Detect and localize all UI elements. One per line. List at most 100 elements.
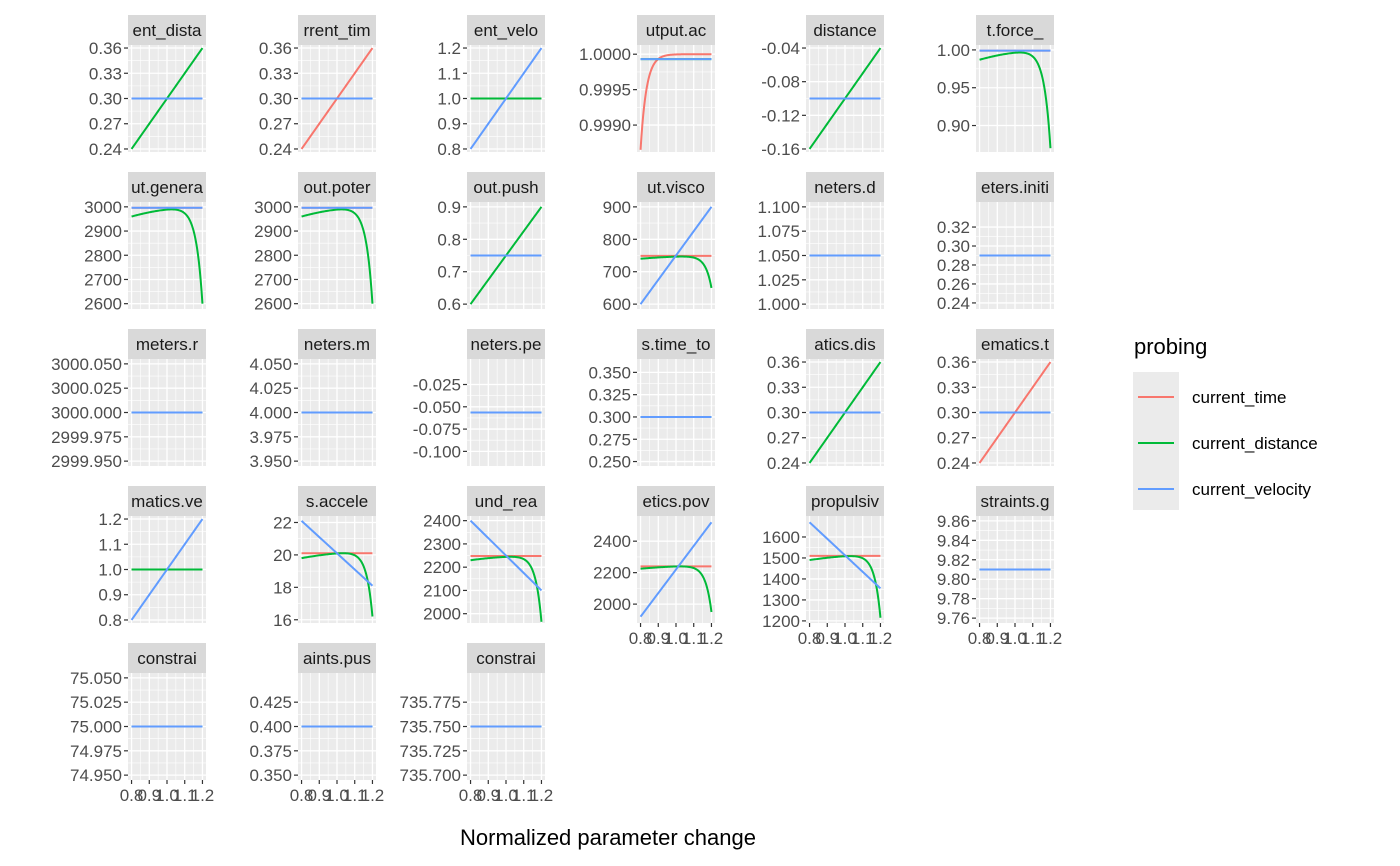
facet-panel: neters.d 1.000 1.025 1.050 1.075 1.100 [757, 172, 884, 314]
facet-panel: constrai 74.950 74.975 75.000 75.025 75.050 0.… [70, 643, 214, 805]
y-tick-label: 0.28 [937, 256, 970, 275]
y-tick-label: 0.7 [437, 263, 461, 282]
facet-strip-label: neters.d [814, 178, 875, 197]
facet-strip [467, 15, 545, 45]
facet-panel: eters.initi 0.240.260.280.300.32 [937, 172, 1054, 313]
x-tick-label: 0.9 [646, 629, 670, 648]
y-tick-label: 0.36 [259, 39, 292, 58]
y-tick-label: 0.26 [937, 275, 970, 294]
facet-panel: etics.pov 2000 2200 2400 0.80.91.01.11.2 [593, 486, 723, 648]
facet-panel: s.accele 16 18 20 22 [273, 486, 376, 630]
y-tick-label: 1.2 [98, 510, 122, 529]
x-tick-label: 1.1 [1021, 629, 1045, 648]
facet-panel: s.time_to 0.250 0.275 0.300 0.325 0.350 [588, 329, 715, 472]
series-line-current-velocity [300, 520, 374, 587]
y-tick-label: 0.30 [259, 90, 292, 109]
facet-strip [467, 172, 545, 202]
y-tick-label: 1.00 [937, 41, 970, 60]
x-tick-label: 0.9 [307, 786, 331, 805]
x-tick-label: 0.9 [476, 786, 500, 805]
facet-strip-label: rrent_tim [303, 21, 370, 40]
x-tick-label: 1.0 [325, 786, 349, 805]
y-tick-label: 0.33 [937, 378, 970, 397]
y-tick-label: 0.425 [249, 693, 292, 712]
facet-strip [976, 15, 1054, 45]
facet-panel: propulsiv120013001400150016000.80.91.01.… [762, 486, 892, 648]
facet-panel: rrent_tim 0.24 0.27 0.30 0.33 0.36 [259, 15, 376, 159]
x-tick-label: 1.0 [664, 629, 688, 648]
legend-label: current_distance [1192, 434, 1318, 453]
facet-strip-label: constrai [137, 649, 197, 668]
y-tick-label: 0.9 [437, 115, 461, 134]
legend-label: current_velocity [1192, 480, 1312, 499]
series-line-current-velocity [130, 518, 204, 621]
y-tick-label: 0.33 [89, 64, 122, 83]
y-tick-label: 3000 [254, 198, 292, 217]
facet-panel: ematics.t 0.24 0.27 0.30 0.33 0.36 [937, 329, 1054, 473]
facet-strip [467, 486, 545, 516]
facet-panel: ent_velo 0.8 0.9 1.0 1.1 1.2 [437, 15, 545, 159]
facet-strip-label: atics.dis [814, 335, 875, 354]
y-tick-label: 2100 [423, 581, 461, 600]
y-tick-label: 1.000 [757, 295, 800, 314]
facet-panel: out.push 0.6 0.7 0.8 0.9 [437, 172, 545, 314]
facet-strip [128, 486, 206, 516]
x-tick-label: 1.0 [833, 629, 857, 648]
y-tick-label: 0.90 [937, 117, 970, 136]
y-tick-label: 0.30 [937, 404, 970, 423]
y-tick-label: 0.27 [937, 429, 970, 448]
facet-strip [298, 643, 376, 673]
facet-strip [467, 329, 545, 359]
y-tick-label: 2900 [84, 222, 122, 241]
facet-panel: ent_dista 0.24 0.27 0.30 0.33 0.36 [89, 15, 206, 159]
y-tick-label: 4.050 [249, 355, 292, 374]
series-line-current-velocity [469, 519, 543, 592]
x-tick-label: 1.2 [361, 786, 385, 805]
y-tick-label: 2200 [593, 564, 631, 583]
y-tick-label: 0.6 [437, 295, 461, 314]
facet-strip [806, 486, 884, 516]
facet-strip-label: propulsiv [811, 492, 880, 511]
facet-strip-label: aints.pus [303, 649, 371, 668]
y-tick-label: 0.24 [89, 140, 122, 159]
facet-strip [298, 486, 376, 516]
facet-panel: neters.m 3.950 3.975 4.000 4.025 4.050 [249, 329, 376, 471]
y-tick-label: 1.050 [757, 247, 800, 266]
y-tick-label: 2999.975 [51, 428, 122, 447]
facet-strip [806, 15, 884, 45]
y-tick-label: 0.250 [588, 453, 631, 472]
y-tick-label: 9.78 [937, 590, 970, 609]
y-tick-label: 0.9 [98, 586, 122, 605]
facet-strip [128, 643, 206, 673]
y-tick-label: 16 [273, 611, 292, 630]
x-tick-label: 0.8 [459, 786, 483, 805]
y-tick-label: 0.36 [767, 353, 800, 372]
y-tick-label: 1.0 [98, 561, 122, 580]
y-tick-label: -0.08 [761, 73, 800, 92]
facet-strip [637, 172, 715, 202]
facet-panel: und_rea 2000 2100 2200 2300 2400 [423, 486, 545, 624]
y-tick-label: 75.050 [70, 669, 122, 688]
y-tick-label: 0.33 [259, 64, 292, 83]
y-tick-label: 2400 [423, 512, 461, 531]
x-tick-label: 1.1 [682, 629, 706, 648]
y-tick-label: 735.700 [400, 766, 461, 785]
y-tick-label: 22 [273, 513, 292, 532]
facet-panel: straints.g 9.769.789.809.829.849.86 0.80.9… [937, 486, 1062, 648]
y-tick-label: 9.86 [937, 512, 970, 531]
y-tick-label: 9.82 [937, 551, 970, 570]
y-tick-label: 0.30 [767, 404, 800, 423]
y-tick-label: 3000.050 [51, 355, 122, 374]
facet-panel: meters.r 2999.950 2999.975 3000.000 3000.025… [51, 329, 206, 471]
facet-strip-label: out.push [473, 178, 538, 197]
y-tick-label: 1400 [762, 570, 800, 589]
y-tick-label: 0.9990 [579, 116, 631, 135]
y-tick-label: 2900 [254, 222, 292, 241]
facet-strip-label: t.force_ [987, 21, 1044, 40]
facet-strip-label: s.accele [306, 492, 368, 511]
y-tick-label: 1200 [762, 612, 800, 631]
facet-strip [128, 172, 206, 202]
y-tick-label: 0.36 [937, 353, 970, 372]
y-tick-label: 0.30 [937, 237, 970, 256]
y-tick-label: 9.76 [937, 609, 970, 628]
